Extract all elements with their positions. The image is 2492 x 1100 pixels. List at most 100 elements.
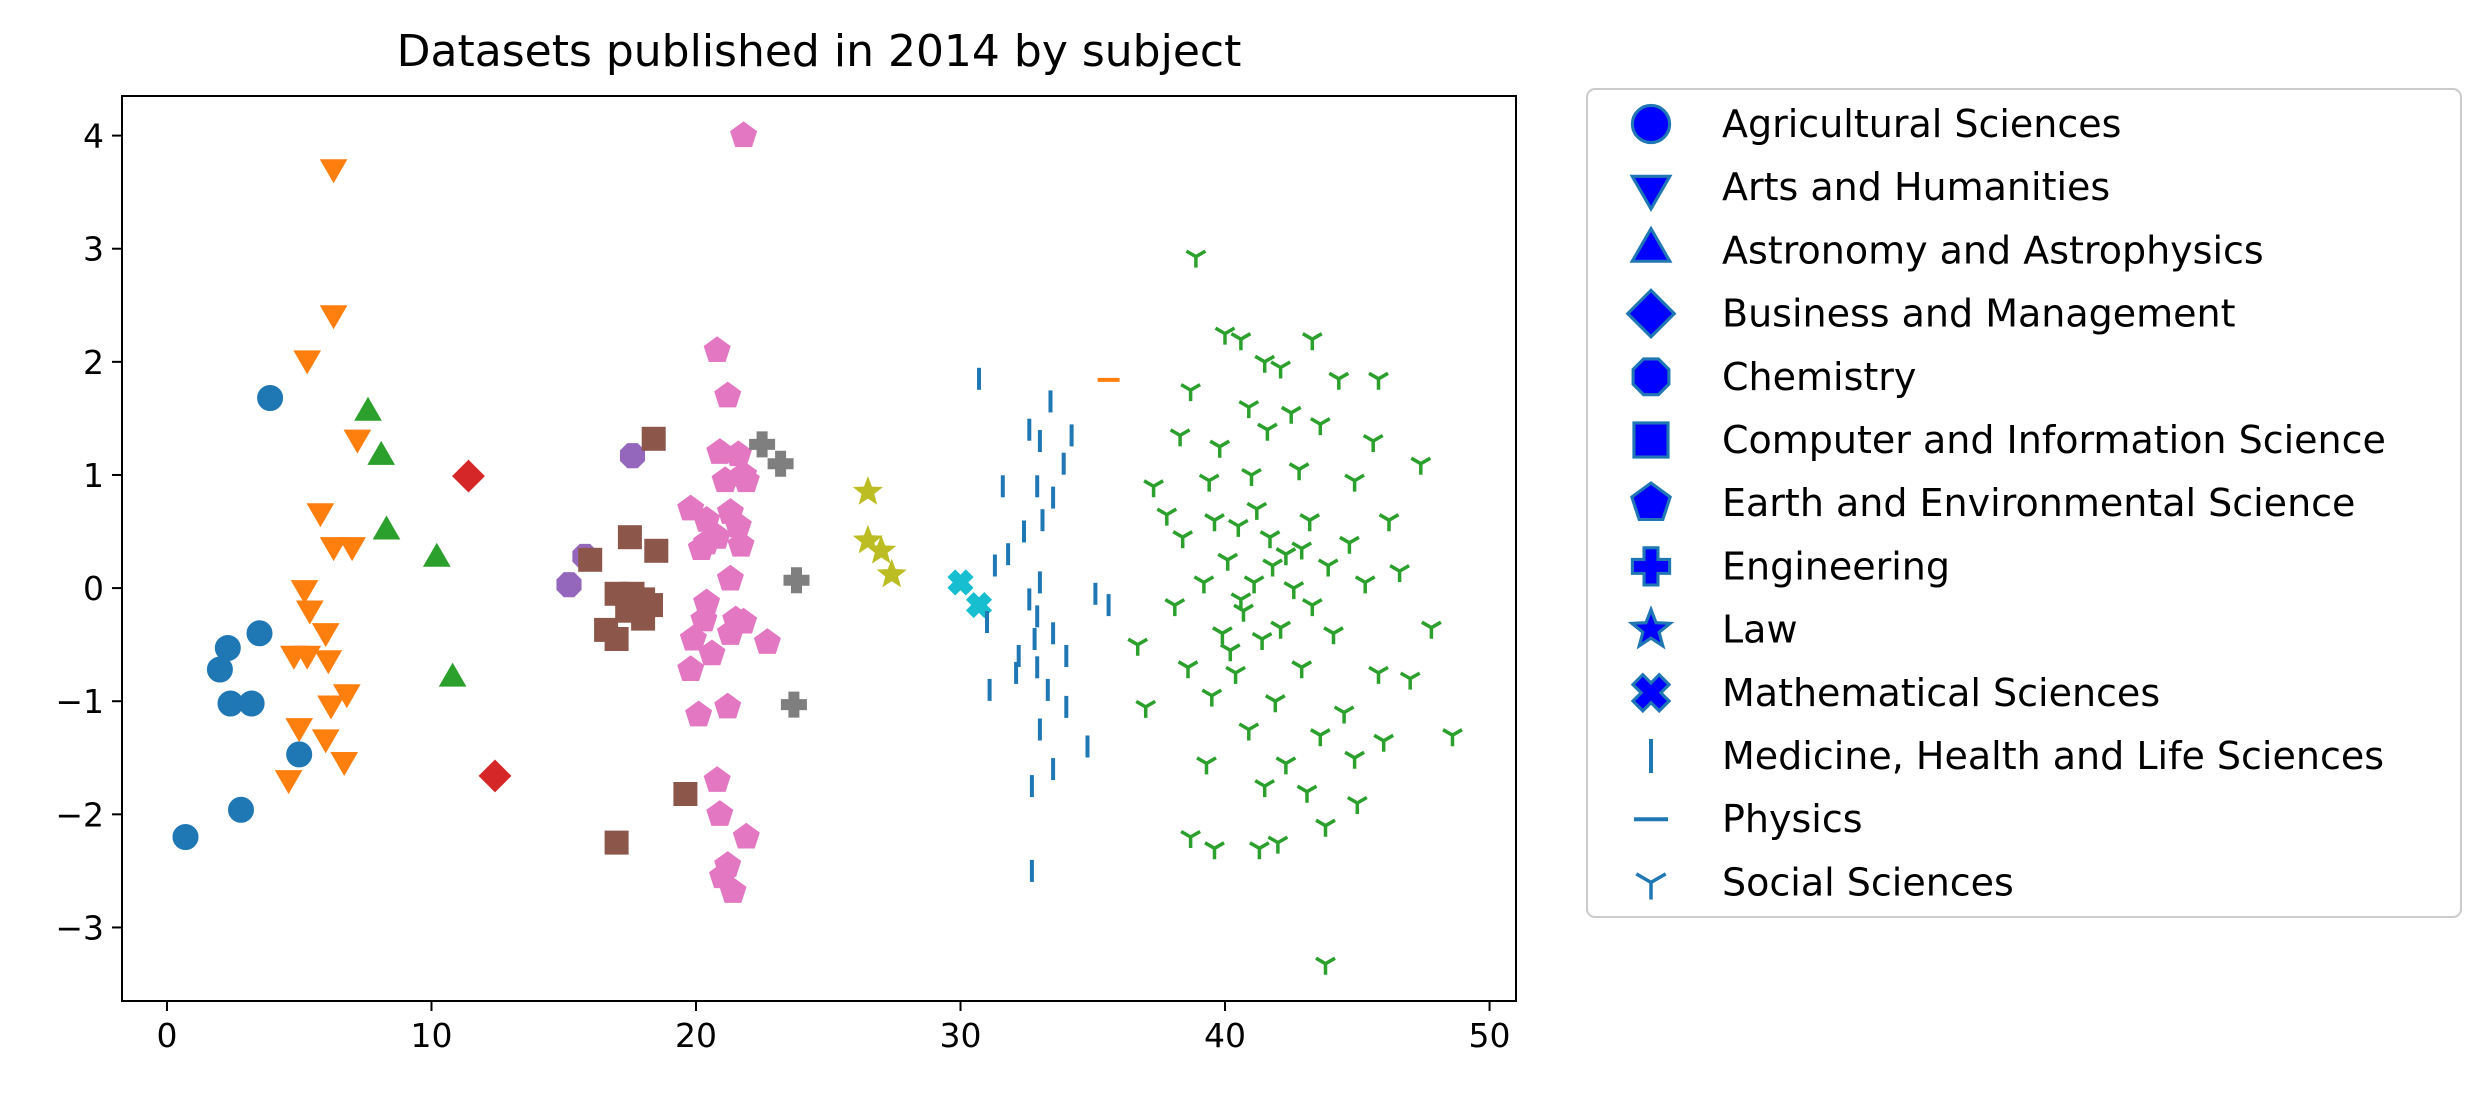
data-point [293, 350, 322, 375]
data-point [1230, 332, 1252, 351]
data-point [1270, 360, 1291, 379]
x-tick-label: 20 [675, 1016, 717, 1055]
data-point [1214, 326, 1236, 345]
data-point [1164, 598, 1186, 617]
legend-marker [1630, 481, 1672, 522]
data-point [866, 534, 897, 564]
data-point [1275, 756, 1297, 775]
data-point [1339, 535, 1360, 554]
axis-ticks: 0 10 20 30 40 50 −3 −2 −1 0 1 2 3 4 [55, 117, 1510, 1055]
series-earth-and-environmental-science [677, 121, 781, 903]
series-medicine-health-and-life-sciences [977, 367, 1111, 882]
data-point [1254, 779, 1276, 798]
data-point [1180, 383, 1201, 402]
legend-marker [1635, 872, 1667, 900]
data-point [338, 537, 366, 562]
legend-item-mathematical-sciences: Mathematical Sciences [1630, 671, 2160, 715]
series-computer-and-information-science [578, 426, 698, 855]
legend-label: Astronomy and Astrophysics [1722, 228, 2264, 272]
legend-label: Computer and Information Science [1722, 418, 2386, 462]
data-point [711, 466, 739, 493]
data-point [1315, 956, 1336, 975]
data-point [319, 159, 348, 184]
legend-label: Agricultural Sciences [1722, 102, 2121, 146]
data-point [1172, 530, 1194, 549]
legend-label: Social Sciences [1722, 860, 2014, 904]
data-point [1169, 428, 1191, 447]
data-point [685, 700, 713, 727]
data-point [1309, 417, 1331, 436]
data-point [1143, 479, 1164, 498]
data-point [1204, 841, 1225, 860]
data-point [714, 381, 742, 408]
data-point [1230, 592, 1252, 611]
data-point [703, 766, 731, 792]
data-point [1362, 433, 1384, 452]
legend-item-business-and-management: Business and Management [1625, 288, 2236, 340]
data-point [1262, 558, 1283, 577]
data-point [1241, 467, 1262, 486]
data-point [1275, 547, 1297, 566]
data-point [330, 752, 359, 777]
data-point [1399, 671, 1421, 690]
data-point [285, 718, 314, 743]
y-tick-label: 3 [83, 230, 104, 269]
data-point [604, 627, 629, 651]
data-point [293, 645, 322, 670]
data-point [1135, 699, 1157, 718]
legend-item-medicine-health-and-life-sciences: Medicine, Health and Life Sciences [1649, 734, 2384, 778]
legend-marker [1627, 605, 1675, 650]
data-point [604, 830, 629, 855]
legend-item-social-sciences: Social Sciences [1635, 860, 2014, 904]
y-tick-label: 0 [83, 569, 104, 608]
data-point [1368, 665, 1389, 684]
data-point [631, 606, 656, 631]
data-point [1267, 835, 1289, 854]
data-point [257, 385, 284, 411]
data-point [965, 592, 993, 619]
legend-item-arts-and-humanities: Arts and Humanities [1629, 165, 2110, 213]
data-point [730, 121, 758, 148]
data-point [290, 580, 319, 605]
data-point [1315, 818, 1336, 837]
data-point [274, 770, 303, 795]
series-astronomy-and-astrophysics [354, 396, 467, 687]
legend-marker [1632, 421, 1670, 459]
data-point [703, 336, 731, 363]
data-point [1264, 694, 1286, 713]
legend-label: Mathematical Sciences [1722, 671, 2160, 715]
data-point [1217, 552, 1239, 571]
data-point [1251, 631, 1273, 650]
data-point [1219, 643, 1241, 662]
data-point [478, 759, 512, 793]
data-point [311, 623, 340, 648]
data-point [1193, 575, 1215, 594]
data-point [311, 729, 340, 754]
data-point [1249, 841, 1270, 860]
legend-label: Medicine, Health and Life Sciences [1722, 734, 2384, 778]
data-point [947, 569, 974, 596]
data-point [1421, 620, 1442, 639]
data-point [641, 426, 666, 451]
data-point [716, 619, 744, 645]
data-point [1180, 829, 1201, 848]
data-point [719, 877, 747, 903]
data-point [876, 558, 907, 588]
data-point [286, 741, 313, 768]
y-tick-label: −3 [55, 908, 104, 947]
legend-label: Business and Management [1722, 292, 2236, 336]
legend-item-astronomy-and-astrophysics: Astronomy and Astrophysics [1629, 225, 2264, 272]
legend-label: Arts and Humanities [1722, 165, 2110, 209]
data-point [1317, 558, 1339, 577]
data-point [1238, 722, 1260, 741]
data-point [783, 567, 810, 594]
legend-item-chemistry: Chemistry [1631, 355, 1916, 399]
data-point [673, 782, 698, 806]
data-point [1333, 705, 1355, 724]
data-point [1344, 473, 1365, 492]
data-point [698, 639, 726, 666]
data-point [852, 476, 883, 505]
data-point [1291, 541, 1313, 560]
series-law [852, 476, 907, 588]
data-point [372, 515, 401, 540]
